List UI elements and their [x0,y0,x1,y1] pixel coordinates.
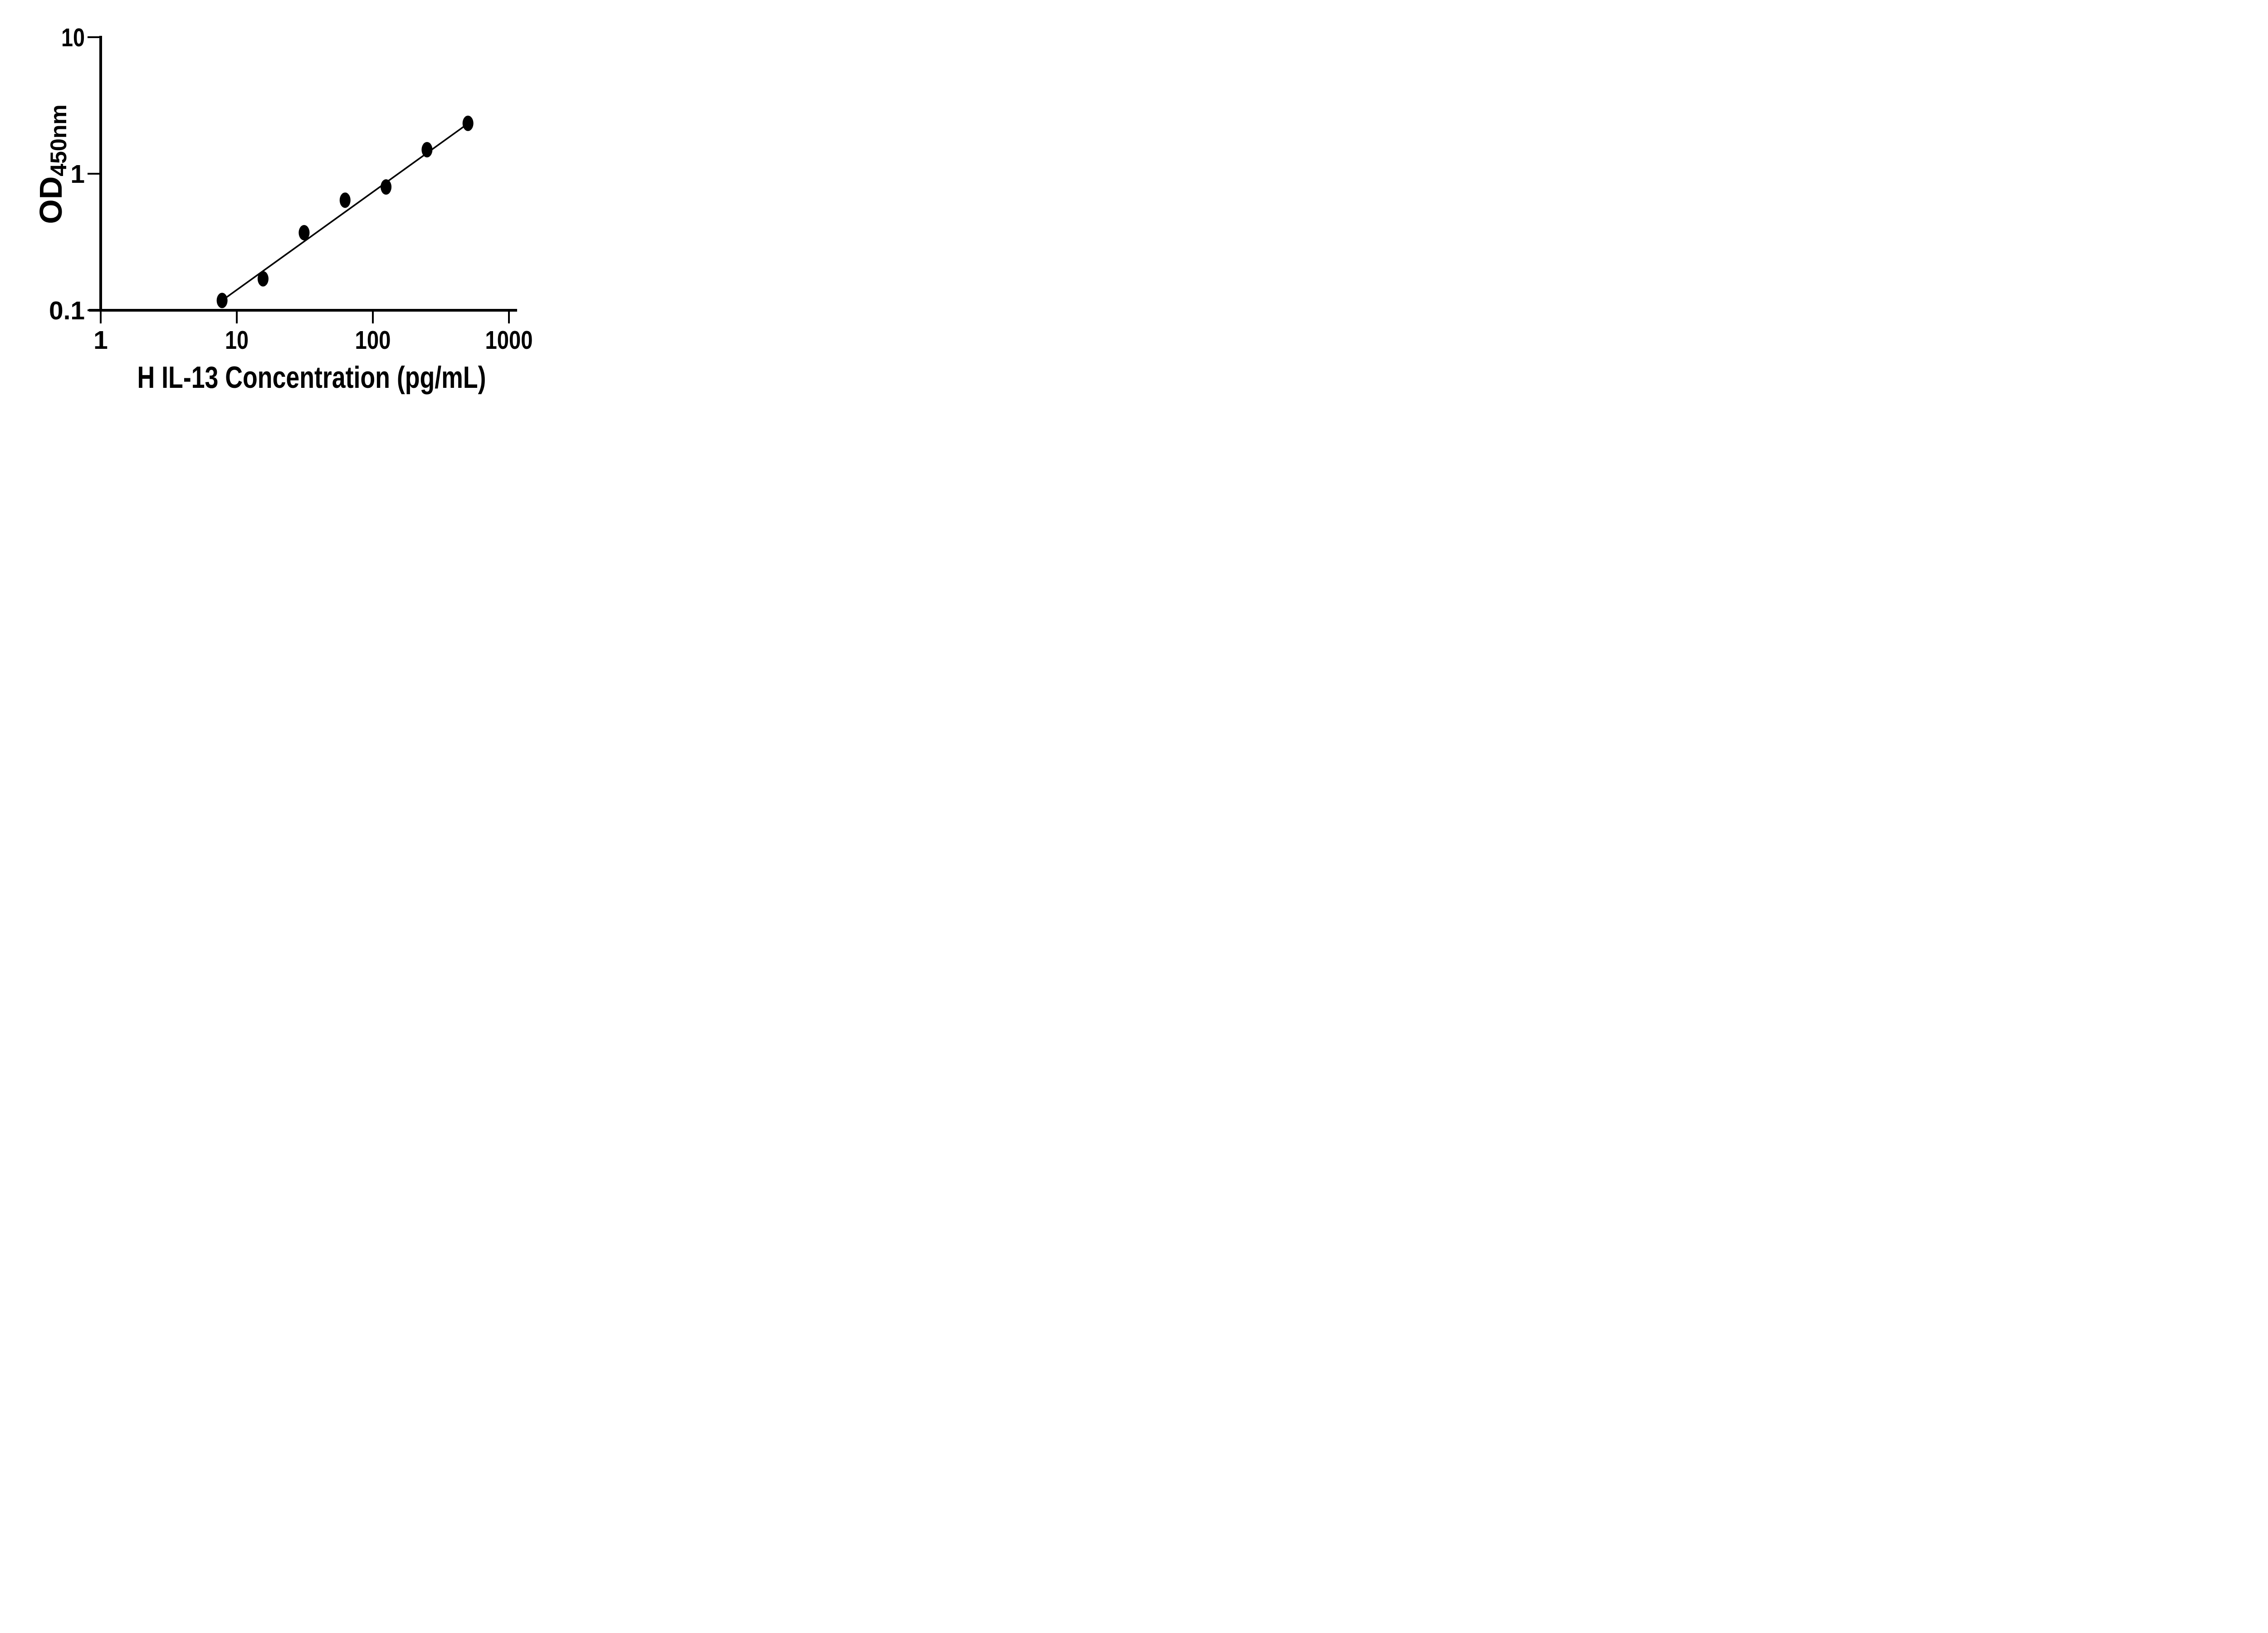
data-point-1 [216,293,228,308]
x-tick-label-100: 100 [355,326,391,355]
x-tick-label-1: 1 [93,326,108,355]
x-tick-1 [100,312,102,323]
y-axis-title: OD450nm [33,104,71,224]
x-tick-label-10: 10 [225,326,249,355]
data-points [216,115,474,308]
y-axis-line [99,36,102,312]
tick-labels: 1 10 100 1000 0.1 1 10 [49,23,533,355]
y-axis-title-main: OD [33,176,68,224]
chart-canvas: 1 10 100 1000 0.1 1 10 H IL-13 Concentration (… [33,23,533,395]
data-point-2 [257,271,269,287]
y-tick-label-10: 10 [61,23,85,52]
data-point-5 [381,179,392,195]
y-tick-label-0.1: 0.1 [49,296,85,325]
y-tick-10 [88,36,99,38]
y-tick-1 [88,173,99,175]
x-tick-1000 [508,312,510,323]
x-tick-100 [372,312,374,323]
tick-marks [88,36,510,323]
axes [89,36,517,312]
y-axis-title-subscript: 450nm [46,104,71,176]
x-tick-label-1000: 1000 [485,326,533,355]
x-axis-title: H IL-13 Concentration (pg/mL) [137,360,486,395]
data-point-3 [298,225,310,240]
data-point-6 [421,142,433,157]
y-tick-0.1 [88,309,99,311]
elisa-standard-curve-figure: 1 10 100 1000 0.1 1 10 H IL-13 Concentration (… [0,0,571,408]
x-tick-10 [236,312,238,323]
y-tick-label-1: 1 [70,160,85,189]
data-point-7 [462,115,474,131]
x-axis-line [89,309,517,312]
data-point-4 [339,192,351,208]
